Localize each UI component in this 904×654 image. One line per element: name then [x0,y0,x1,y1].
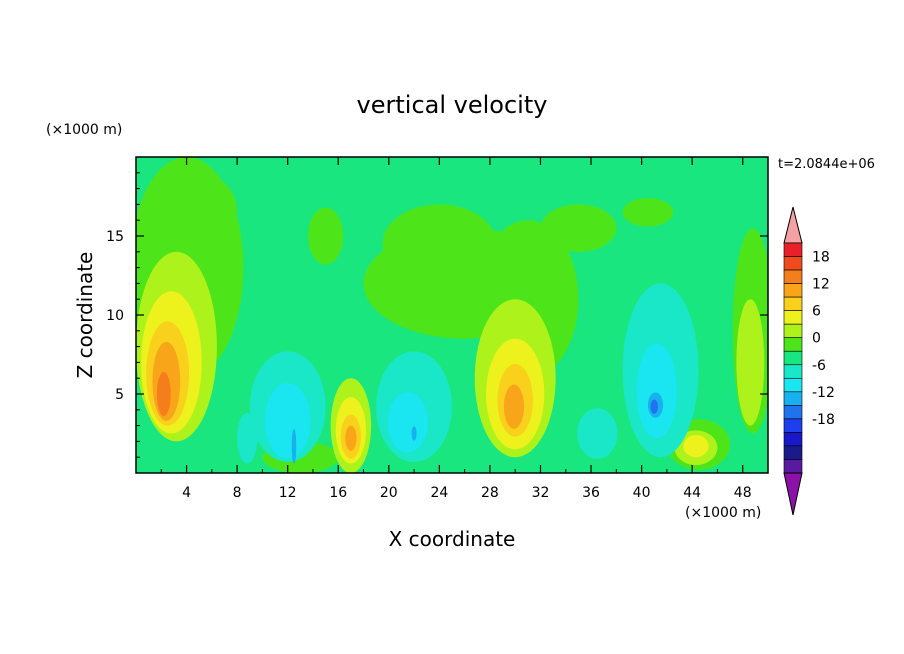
y-tick-label: 5 [115,387,124,403]
colorbar-bin [783,377,803,393]
x-axis-label: X coordinate [389,527,516,551]
contour-cell [577,408,618,459]
colorbar-bin [783,296,803,311]
contour-cell [540,204,617,252]
colorbar-bin [783,242,803,257]
x-tick-label: 20 [380,485,398,501]
colorbar-label: 12 [812,277,830,293]
colorbar-bin [783,337,803,352]
chart-title: vertical velocity [357,91,548,119]
y-axis: 5 10 15 [106,172,768,458]
colorbar-top-arrow [783,206,803,244]
x-tick-label: 36 [582,485,600,501]
contour-cell [156,371,171,417]
colorbar-label: 0 [812,331,821,347]
colorbar-bin [783,445,803,460]
contour-cell [161,172,238,252]
contour-cell [345,425,357,451]
contour-cell [683,435,709,458]
colorbar-bin [783,310,803,325]
x-tick-label: 44 [683,485,701,501]
colorbar-label: -6 [812,358,826,374]
x-tick-label: 48 [734,485,752,501]
x-tick-label: 24 [430,485,448,501]
field-layer [136,157,768,473]
colorbar-bin [783,350,803,366]
x-axis: 4 8 12 16 20 24 28 32 36 40 44 48 [160,157,752,501]
colorbar-label: 18 [812,250,830,266]
contour-cell [307,207,344,265]
x-tick-label: 40 [633,485,651,501]
x-tick-label: 32 [532,485,550,501]
contour-cell [264,382,311,459]
contour-cell [650,399,659,414]
contour-cell [622,198,674,227]
colorbar-bin [783,269,803,284]
colorbar-bin [783,256,803,271]
contour-cell [411,426,417,441]
contour-cell [291,428,297,464]
colorbar-bin [783,418,803,433]
x-tick-label: 4 [182,485,191,501]
colorbar-bin [783,459,803,474]
y-tick-label: 15 [106,229,124,245]
colorbar-bin [783,283,803,298]
colorbar-bin [783,364,803,379]
y-tick-label: 10 [106,308,124,324]
x-tick-label: 28 [481,485,499,501]
x-unit-label: (×1000 m) [685,505,761,521]
y-axis-label: Z coordinate [73,252,97,379]
time-label: t=2.0844e+06 [778,157,875,172]
colorbar-label: -18 [812,412,835,428]
colorbar-bin [783,391,803,406]
contour-cell [237,412,258,464]
colorbar: 18 12 6 0 -6 -12 -18 [783,206,835,516]
x-tick-label: 8 [233,485,242,501]
x-tick-label: 12 [279,485,297,501]
contour-cell [387,392,428,453]
colorbar-bottom-arrow [783,472,803,516]
y-unit-label: (×1000 m) [46,122,122,138]
contour-cell [636,343,677,439]
contour-cell [736,299,765,426]
contour-cell [503,384,525,429]
colorbar-bin [783,432,803,447]
colorbar-label: 6 [812,304,821,320]
x-tick-label: 16 [329,485,347,501]
colorbar-bin [783,323,803,339]
colorbar-bin [783,405,803,420]
colorbar-label: -12 [812,385,835,401]
contour-cell [382,204,497,284]
